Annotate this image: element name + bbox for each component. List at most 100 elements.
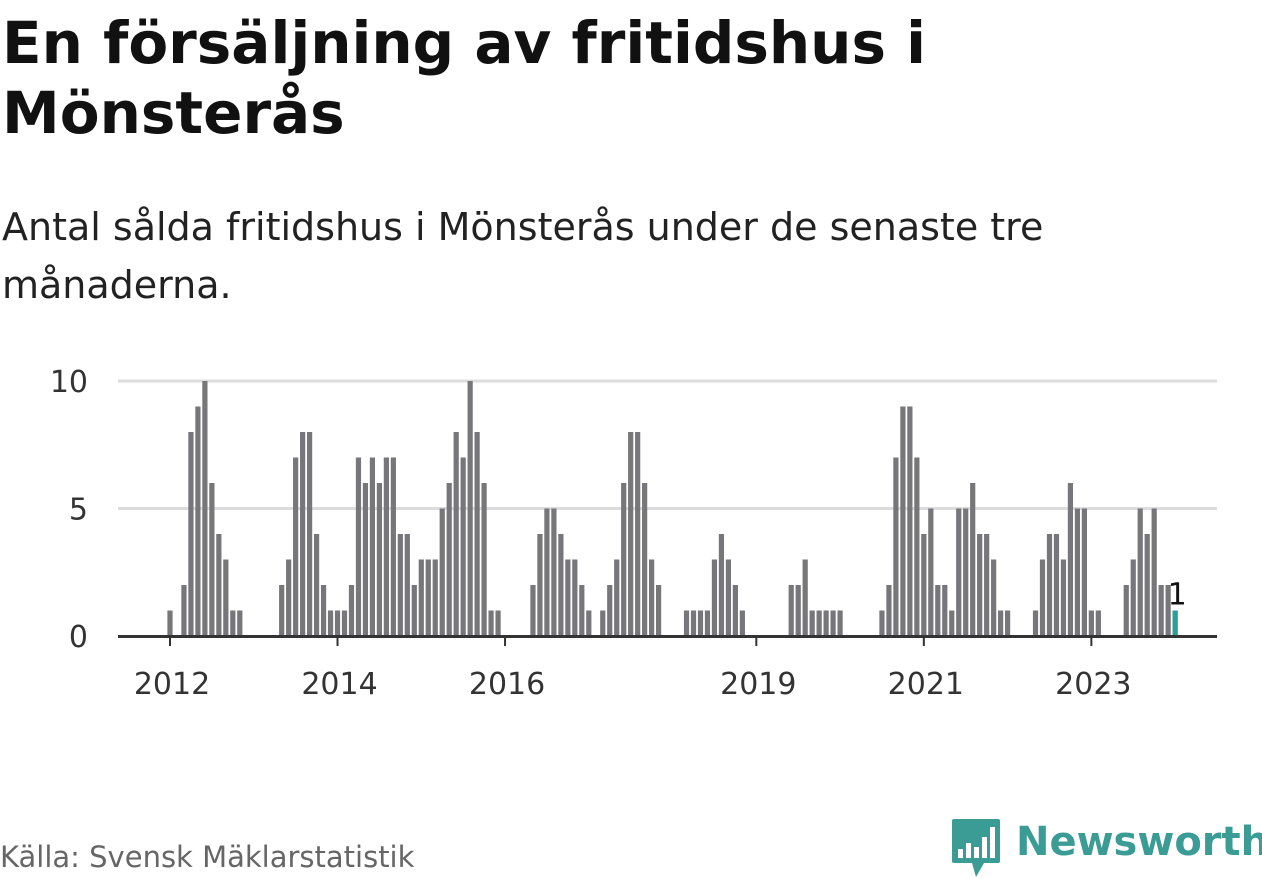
bar [963,508,969,636]
bar [537,534,543,636]
bar [1137,508,1143,636]
axes [118,635,1217,646]
bar [572,559,578,636]
bar [600,610,606,636]
bar [565,559,571,636]
bar [307,432,313,636]
bar [188,432,194,636]
bar [425,559,431,636]
bar [230,610,236,636]
bar [635,432,641,636]
bar [1165,585,1171,636]
bar [788,585,794,636]
bar [642,483,648,636]
bar [837,610,843,636]
bar [341,610,348,636]
bar [1039,559,1046,636]
x-tick-label: 2023 [1055,667,1131,702]
y-tick-label: 0 [69,620,88,655]
bar [725,559,731,636]
x-tick-label: 2019 [720,667,796,702]
bar [1060,559,1067,636]
bar [977,534,983,636]
bar [279,585,285,636]
bar [984,534,990,636]
bar [453,432,459,636]
bar [718,534,725,636]
bar [942,585,948,636]
bar [544,508,550,636]
bar [614,559,620,636]
bar [697,610,704,636]
bar [683,610,690,636]
bar [607,585,613,636]
bar [334,610,341,636]
brand: Newsworthy [950,817,1262,879]
bar [439,508,445,636]
newsworthy-logo-icon [952,819,1000,877]
bar [411,585,417,636]
x-tick-label: 2014 [301,667,377,702]
bars [167,381,1178,636]
bar [390,457,396,636]
bar [432,559,438,636]
bar [921,534,927,636]
bar [313,534,320,636]
bar [935,585,941,636]
x-tick-label: 2021 [888,667,964,702]
bar [223,559,229,636]
bar [1123,585,1129,636]
bar [1067,483,1074,636]
bar [802,559,808,636]
bar [1151,508,1157,636]
bar [383,457,389,636]
bar [1144,534,1150,636]
bar [711,559,718,636]
bar [823,610,829,636]
chart-subtitle: Antal sålda fritidshus i Mönsterås under… [2,205,1044,307]
bar [956,508,962,636]
y-tick-label: 5 [69,493,88,528]
bar [914,457,920,636]
bar [1046,534,1053,636]
bar [195,406,201,636]
bar [293,457,299,636]
bar [886,585,892,636]
bar [397,534,403,636]
bar [830,610,836,636]
bar [893,457,899,636]
bar [998,610,1004,636]
bar [418,559,424,636]
bar [481,483,487,636]
bar [1053,534,1060,636]
bar [621,483,627,636]
bar [495,610,501,636]
bar [949,610,955,636]
bar [467,381,473,636]
bar [558,534,564,636]
x-tick-label: 2012 [134,667,210,702]
bar [237,610,243,636]
bar [1130,559,1136,636]
bar [1074,508,1080,636]
bar [530,585,536,636]
bar [209,483,215,636]
highlight-bar [1172,610,1178,636]
bar [704,610,711,636]
bar [579,585,585,636]
bar [488,610,494,636]
bar [907,406,913,636]
bar [327,610,334,636]
brand-name: Newsworthy [1016,819,1262,865]
bar [649,559,655,636]
source-label: Källa: Svensk Mäklarstatistik [0,840,415,874]
bar [928,508,934,636]
bar [181,585,187,636]
bar [900,406,906,636]
bar [446,483,452,636]
bar [1081,508,1087,636]
bar [690,610,697,636]
bar [474,432,480,636]
bar [586,610,592,636]
